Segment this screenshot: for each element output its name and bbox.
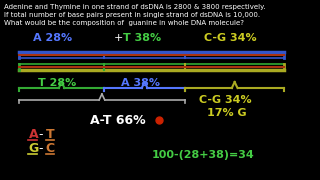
- Text: T 38%: T 38%: [123, 33, 161, 43]
- Text: -: -: [38, 142, 43, 155]
- Text: C: C: [45, 142, 55, 155]
- Text: 17% G: 17% G: [207, 108, 246, 118]
- Text: -: -: [38, 128, 43, 141]
- Text: A 38%: A 38%: [121, 78, 160, 88]
- Text: T: T: [45, 128, 54, 141]
- Text: What would be the composition of  guanine in whole DNA molecule?: What would be the composition of guanine…: [4, 20, 244, 26]
- Text: T 28%: T 28%: [38, 78, 76, 88]
- Text: A 28%: A 28%: [33, 33, 72, 43]
- Text: If total number of base pairs present in single strand of dsDNA is 10,000.: If total number of base pairs present in…: [4, 12, 260, 18]
- Text: C-G 34%: C-G 34%: [199, 95, 252, 105]
- Text: G: G: [28, 142, 39, 155]
- Text: Adenine and Thymine in one strand of dsDNA is 2800 & 3800 respectively.: Adenine and Thymine in one strand of dsD…: [4, 4, 265, 10]
- Text: +: +: [114, 33, 123, 43]
- Text: A-T 66%: A-T 66%: [90, 114, 146, 127]
- Text: C-G 34%: C-G 34%: [204, 33, 256, 43]
- Text: A: A: [28, 128, 38, 141]
- Text: 100-(28+38)=34: 100-(28+38)=34: [152, 150, 254, 160]
